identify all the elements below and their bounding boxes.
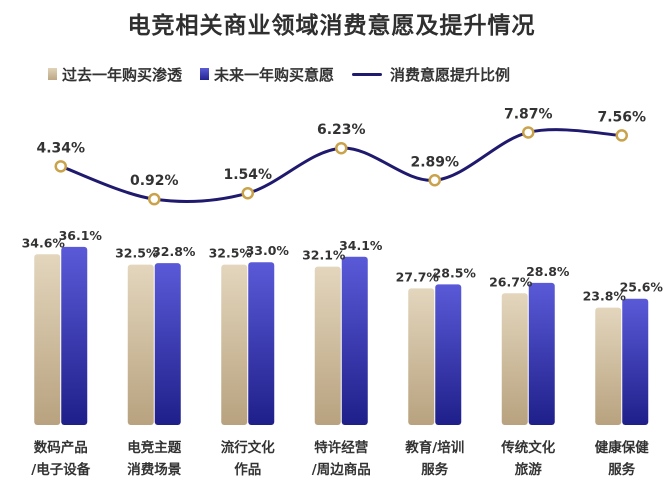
chart-title: 电竞相关商业领域消费意愿及提升情况 xyxy=(127,13,536,39)
x-tick-label-3-1: /周边商品 xyxy=(312,461,371,478)
bar-label-past-5: 26.7% xyxy=(489,274,533,289)
line-marker-4 xyxy=(428,174,441,187)
bar-future-4 xyxy=(435,284,462,425)
bar-future-2 xyxy=(248,262,275,425)
x-tick-label-5-0: 传统文化 xyxy=(500,439,555,456)
bar-past-5 xyxy=(501,293,528,425)
legend-label-line: 消费意愿提升比例 xyxy=(390,65,511,84)
line-marker-5 xyxy=(522,126,535,139)
line-marker-1 xyxy=(148,192,161,206)
line-label-2: 1.54% xyxy=(223,167,272,183)
legend: 过去一年购买渗透 未来一年购买意愿 消费意愿提升比例 xyxy=(48,64,528,84)
line-marker-3 xyxy=(335,141,348,155)
bar-future-5 xyxy=(528,282,555,425)
bar-past-4 xyxy=(408,288,435,425)
bars-layer xyxy=(34,246,649,425)
bar-past-0 xyxy=(34,254,61,425)
bar-past-1 xyxy=(127,264,154,425)
bar-label-past-4: 27.7% xyxy=(396,269,440,284)
line-label-5: 7.87% xyxy=(504,106,553,122)
bar-label-past-1: 32.5% xyxy=(115,246,159,261)
legend-item-past: 过去一年购买渗透 xyxy=(48,64,182,85)
bar-label-past-2: 32.5% xyxy=(209,246,253,261)
line-marker-0 xyxy=(54,160,67,173)
line-label-1: 0.92% xyxy=(130,173,179,189)
x-tick-label-1-0: 电竞主题 xyxy=(127,439,181,456)
bar-label-past-0: 34.6% xyxy=(22,235,66,250)
x-tick-label-6-0: 健康保健 xyxy=(595,439,649,456)
line-series-path xyxy=(59,128,624,203)
x-tick-label-4-0: 教育/培训 xyxy=(405,439,464,456)
bar-label-future-1: 32.8% xyxy=(152,244,196,259)
x-tick-label-6-1: 服务 xyxy=(608,461,636,478)
line-label-3: 6.23% xyxy=(317,122,366,138)
x-tick-label-0-0: 数码产品 xyxy=(34,439,88,456)
bar-label-future-6: 25.6% xyxy=(620,280,663,295)
x-tick-label-2-1: 作品 xyxy=(234,461,261,478)
bar-past-6 xyxy=(595,307,622,425)
legend-label-future: 未来一年购买意愿 xyxy=(214,65,335,84)
bar-label-future-2: 33.0% xyxy=(246,243,290,258)
x-tick-label-3-0: 特许经营 xyxy=(314,439,368,456)
line-marker-2 xyxy=(241,186,254,200)
bar-label-future-5: 28.8% xyxy=(526,264,570,279)
x-tick-label-4-1: 服务 xyxy=(421,461,448,478)
x-tick-label-5-1: 旅游 xyxy=(515,461,543,478)
bar-label-future-4: 28.5% xyxy=(433,265,477,280)
x-tick-label-1-1: 消费场景 xyxy=(127,461,181,478)
x-tick-label-2-0: 流行文化 xyxy=(221,439,275,456)
bar-future-6 xyxy=(622,298,649,425)
bar-future-0 xyxy=(61,246,88,425)
legend-swatch-future xyxy=(200,68,210,80)
bar-labels-layer: 34.6% 32.5% 32.5% 32.1% 27.7% 26.7% 23.8% 36.1%… xyxy=(22,228,663,304)
x-tick-label-0-1: /电子设备 xyxy=(31,461,90,478)
bar-label-future-0: 36.1% xyxy=(59,228,103,243)
line-marker-6 xyxy=(615,129,628,142)
legend-label-past: 过去一年购买渗透 xyxy=(62,65,183,84)
line-layer: 4.34% 0.92% 1.54% 6.23% 2.89% 7.87% 7.56% xyxy=(36,106,646,206)
bar-label-past-6: 23.8% xyxy=(583,289,627,304)
bar-past-3 xyxy=(314,266,341,425)
line-label-4: 2.89% xyxy=(410,154,459,170)
bar-past-2 xyxy=(221,264,248,425)
bar-label-future-3: 34.1% xyxy=(339,238,383,253)
bar-label-past-3: 32.1% xyxy=(302,248,346,263)
legend-line-swatch xyxy=(352,72,383,76)
legend-swatch-past xyxy=(48,68,57,80)
bar-future-3 xyxy=(341,256,368,425)
legend-item-line: 消费意愿提升比例 xyxy=(352,64,510,85)
line-label-6: 7.56% xyxy=(597,109,646,125)
bar-future-1 xyxy=(154,263,181,425)
line-label-0: 4.34% xyxy=(36,140,85,156)
legend-item-future: 未来一年购买意愿 xyxy=(200,64,334,85)
